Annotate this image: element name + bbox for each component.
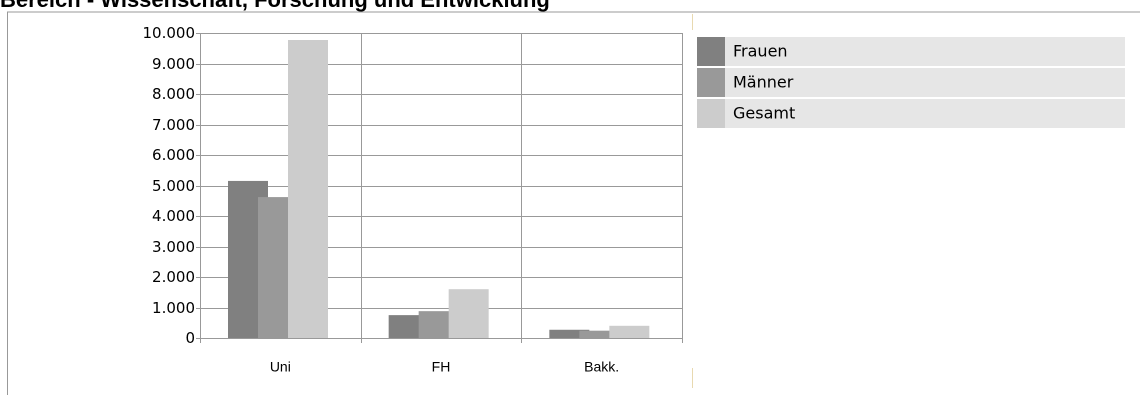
y-tick-label: 3.000	[152, 238, 195, 256]
y-tick-label: 6.000	[152, 146, 195, 164]
y-tick-label: 7.000	[152, 116, 195, 134]
y-tick-label: 2.000	[152, 268, 195, 286]
legend-swatch	[697, 37, 725, 66]
legend-label: Männer	[733, 73, 794, 92]
legend-label: Frauen	[733, 42, 788, 61]
legend-row	[697, 68, 1125, 97]
bar	[579, 330, 620, 338]
legend-swatch	[697, 68, 725, 97]
chart-title: Bereich - Wissenschaft, Forschung und En…	[0, 0, 550, 12]
y-tick-label: 8.000	[152, 85, 195, 103]
x-tick-label: Bakk.	[584, 359, 619, 375]
y-tick-label: 5.000	[152, 177, 195, 195]
bar	[609, 325, 650, 338]
y-tick-label: 0	[185, 329, 195, 347]
y-tick-label: 10.000	[143, 24, 196, 42]
bar	[549, 329, 590, 338]
bar	[448, 289, 489, 338]
y-tick-label: 4.000	[152, 207, 195, 225]
legend-row	[697, 99, 1125, 128]
x-tick-label: FH	[432, 359, 451, 375]
bar	[288, 40, 328, 338]
x-tick-label: Uni	[270, 359, 291, 375]
legend-label: Gesamt	[733, 104, 795, 123]
y-tick-label: 9.000	[152, 55, 195, 73]
legend-row	[697, 37, 1125, 66]
legend-swatch	[697, 99, 725, 128]
y-tick-label: 1.000	[152, 299, 195, 317]
